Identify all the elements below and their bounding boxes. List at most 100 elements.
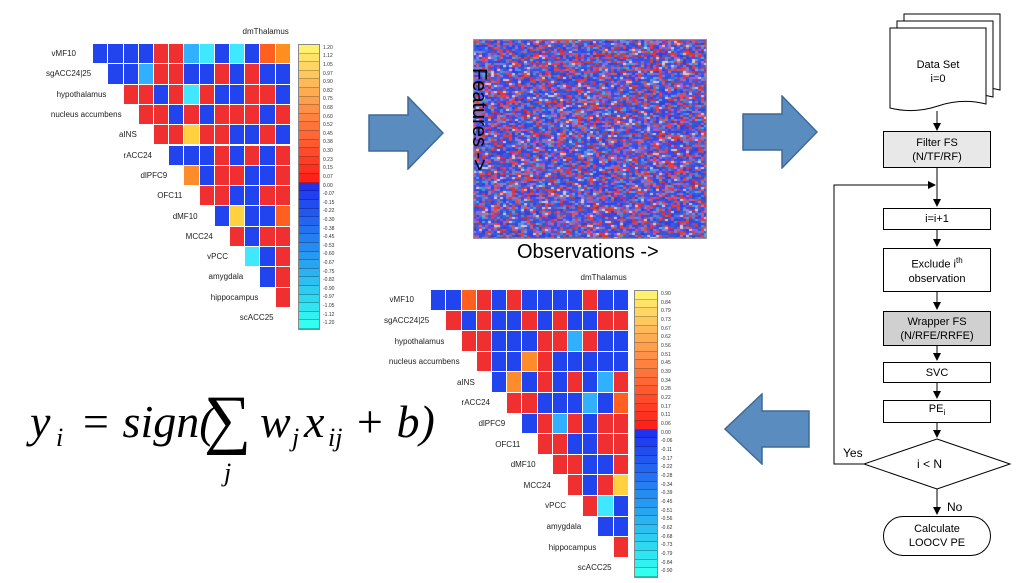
matrix-cell <box>93 44 108 64</box>
colorbar-tick-label: -0.73 <box>661 542 673 549</box>
matrix-label-9: dMF10 <box>510 460 536 470</box>
matrix-cell <box>260 186 275 206</box>
colorbar-segment <box>299 285 319 295</box>
matrix-cell <box>552 290 567 310</box>
right-arrow-2-icon <box>742 95 818 169</box>
formula-w-sub: j <box>292 423 300 452</box>
colorbar-segment <box>299 182 319 192</box>
init-text: i=0 <box>930 73 946 85</box>
matrix-cell <box>275 64 290 84</box>
matrix-cell <box>199 125 214 145</box>
wrapper-fs-box: Wrapper FS (N/RFE/RRFE) <box>883 311 991 346</box>
matrix-cell <box>492 351 507 372</box>
matrix-cell <box>199 186 214 206</box>
formula-lhs-sub: i <box>56 423 64 452</box>
matrix-cell <box>260 104 275 125</box>
colorbar-tick-label: -0.06 <box>661 438 673 445</box>
wrapper-fs-options: (N/RFE/RRFE) <box>900 329 974 342</box>
colorbar-tick-label: -0.11 <box>661 446 673 453</box>
colorbar-segment <box>635 299 657 309</box>
matrix-cell <box>199 165 214 186</box>
matrix-cell <box>522 310 537 331</box>
exclude-text-2: observation <box>908 272 966 285</box>
matrix-cell <box>507 351 522 372</box>
colorbar-segment <box>635 507 657 517</box>
formula-eq: = sign( <box>80 396 215 447</box>
matrix-cell <box>568 434 583 454</box>
colorbar-segment <box>299 139 319 149</box>
matrix-cell <box>184 145 199 165</box>
colorbar-tick-label: 0.00 <box>661 429 671 436</box>
matrix-cell <box>552 310 567 331</box>
matrix-cell <box>613 537 628 557</box>
matrix-cell <box>214 44 229 64</box>
matrix-cell <box>522 290 537 310</box>
colorbar-tick-label: 0.11 <box>661 412 671 419</box>
matrix-label-2: sgACC24|25 <box>383 315 430 325</box>
colorbar-segment <box>635 317 657 326</box>
colorbar-segment <box>299 277 319 286</box>
calculate-text-2: LOOCV PE <box>908 537 966 549</box>
formula-x-sub: ij <box>328 423 343 452</box>
matrix-cell <box>154 104 169 125</box>
matrix-cell <box>613 372 628 392</box>
colorbar-tick-label: -0.60 <box>323 251 335 258</box>
matrix-cell <box>598 290 613 310</box>
matrix-cell <box>476 310 491 331</box>
matrix-cell <box>598 351 613 372</box>
matrix-label-8: OFC11 <box>495 439 521 449</box>
matrix-cell <box>598 310 613 331</box>
matrix-cell <box>492 372 507 392</box>
colorbar-tick-label: 0.73 <box>661 316 671 323</box>
matrix-cell <box>154 64 169 84</box>
matrix-cell <box>230 186 245 206</box>
colorbar-tick-label: 0.75 <box>323 96 333 103</box>
colorbar-segment <box>299 165 319 175</box>
filter-fs-options: (N/TF/RF) <box>912 150 962 163</box>
matrix-cell <box>446 290 461 310</box>
matrix-cell <box>507 310 522 331</box>
colorbar-top <box>298 44 320 330</box>
colorbar-tick-label: 0.38 <box>323 139 333 146</box>
matrix-cell <box>123 84 138 104</box>
matrix-cell <box>552 434 567 454</box>
pe-box: PEi <box>883 400 991 423</box>
matrix-cell <box>275 206 290 226</box>
colorbar-segment <box>299 234 319 243</box>
colorbar-tick-label: 0.17 <box>661 403 671 410</box>
colorbar-segment <box>635 455 657 465</box>
colorbar-segment <box>635 559 657 569</box>
matrix-cell <box>199 44 214 64</box>
increment-box: i=i+1 <box>883 208 991 230</box>
colorbar-tick-label: -0.97 <box>323 294 335 301</box>
colorbar-tick-label: -0.38 <box>323 225 335 232</box>
colorbar-tick-label: 0.07 <box>323 173 333 180</box>
matrix-cell <box>260 125 275 145</box>
formula-tail: + b) <box>354 396 435 447</box>
colorbar-tick-label: -0.53 <box>323 242 335 249</box>
matrix-cell <box>522 413 537 434</box>
filter-fs-text: Filter FS <box>916 136 958 149</box>
matrix-label-14: scACC25 <box>239 313 274 323</box>
colorbar-segment <box>299 105 319 114</box>
matrix-label-2: sgACC24|25 <box>45 69 92 79</box>
matrix-cell <box>245 125 260 145</box>
matrix-cell <box>214 165 229 186</box>
colorbar-segment <box>299 53 319 63</box>
matrix-label-8: OFC11 <box>157 191 183 201</box>
colorbar-tick-label: -0.45 <box>323 234 335 241</box>
colorbar-bottom <box>634 290 658 578</box>
matrix-cell <box>583 372 598 392</box>
colorbar-segment <box>299 96 319 106</box>
matrix-label-5: aINS <box>457 377 475 387</box>
matrix-cell <box>613 393 628 413</box>
matrix-cell <box>275 186 290 206</box>
pe-sub: i <box>943 408 946 418</box>
colorbar-segment <box>299 88 319 97</box>
colorbar-segment <box>635 438 657 447</box>
matrix-label-12: amygdala <box>546 521 582 531</box>
matrix-cell <box>230 84 245 104</box>
matrix-label-6: rACC24 <box>461 398 490 408</box>
matrix-cell <box>275 104 290 125</box>
matrix-cell <box>598 393 613 413</box>
